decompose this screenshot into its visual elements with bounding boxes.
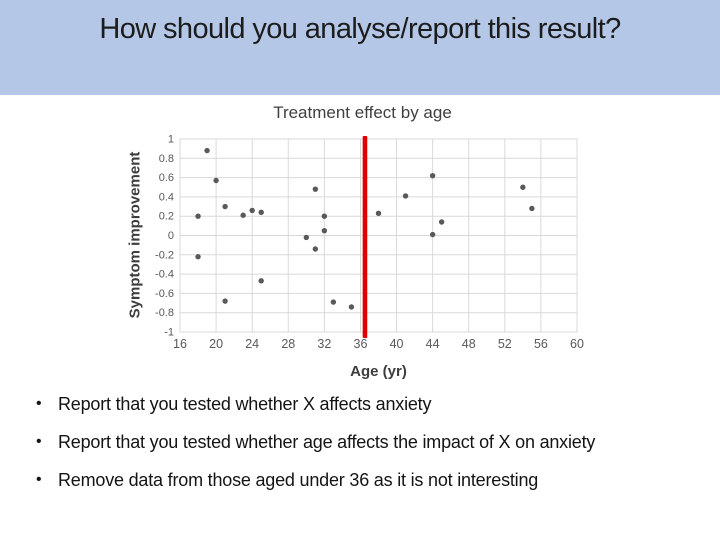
y-tick-label: 0.6: [159, 172, 174, 184]
bullet-text: Remove data from those aged under 36 as …: [58, 470, 539, 490]
y-tick-label: -1: [164, 327, 174, 339]
x-tick-label: 56: [534, 337, 548, 351]
data-point: [321, 227, 328, 234]
y-tick-label: 0.4: [159, 191, 174, 203]
data-point: [375, 210, 382, 217]
x-tick-label: 60: [570, 337, 584, 351]
x-tick-label: 28: [281, 337, 295, 351]
bullet-text: Report that you tested whether X affects…: [58, 394, 432, 414]
data-point: [402, 193, 409, 199]
data-point: [240, 212, 246, 218]
data-point: [195, 213, 201, 219]
y-tick-label: -0.4: [155, 269, 174, 281]
data-point: [520, 184, 526, 190]
x-axis-title: Age (yr): [350, 363, 407, 380]
bullet-icon: •: [36, 395, 42, 412]
data-point: [195, 254, 201, 260]
plot-border: [179, 138, 578, 333]
data-point: [222, 203, 228, 210]
data-point: [258, 278, 264, 284]
data-point: [249, 207, 255, 214]
data-point: [529, 205, 535, 212]
data-point: [213, 177, 219, 184]
data-point: [312, 246, 319, 252]
data-point: [222, 298, 228, 304]
y-tick-label: 0.8: [159, 153, 174, 165]
slide-title-band: How should you analyse/report this resul…: [0, 0, 720, 95]
x-tick-label: 40: [390, 337, 404, 351]
x-tick-label: 48: [462, 337, 476, 351]
y-tick-label: -0.6: [155, 288, 174, 300]
bullet-text: Report that you tested whether age affec…: [58, 432, 596, 452]
data-point: [429, 172, 436, 179]
x-tick-label: 44: [426, 337, 440, 351]
y-tick-label: 0: [168, 230, 174, 242]
scatter-chart: Treatment effect by age Symptom improvem…: [120, 100, 605, 385]
x-tick-label: 24: [245, 337, 259, 351]
data-point: [204, 147, 210, 154]
bullet-list: • Report that you tested whether X affec…: [36, 392, 706, 506]
y-tick-label: -0.8: [155, 307, 174, 319]
data-point: [330, 299, 337, 305]
bullet-icon: •: [36, 471, 42, 488]
x-tick-label: 52: [498, 337, 512, 351]
slide-title: How should you analyse/report this resul…: [99, 13, 621, 45]
data-point: [348, 304, 355, 310]
data-point: [258, 209, 264, 216]
data-point: [438, 219, 445, 225]
data-point: [303, 234, 310, 241]
data-point: [429, 231, 436, 238]
y-tick-label: -0.2: [155, 249, 174, 261]
bullet-icon: •: [36, 433, 42, 450]
y-tick-label: 1: [168, 134, 174, 146]
x-tick-label: 36: [354, 337, 368, 351]
y-tick-label: 0.2: [159, 211, 174, 223]
bullet-item: • Report that you tested whether X affec…: [36, 392, 706, 416]
bullet-item: • Remove data from those aged under 36 a…: [36, 468, 706, 492]
chart-title: Treatment effect by age: [273, 103, 452, 122]
x-tick-label: 32: [317, 337, 331, 351]
bullet-item: • Report that you tested whether age aff…: [36, 430, 706, 454]
data-point: [321, 213, 328, 219]
x-tick-label: 16: [173, 337, 187, 351]
x-tick-label: 20: [209, 337, 223, 351]
cutoff-line: [362, 136, 368, 338]
data-point: [312, 186, 319, 192]
chart-plot: 1 0.8 0.6 0.4 0.2 0 -0.2 -0.4 -0.6 -0.8 -116 20 24 28…: [155, 134, 584, 352]
